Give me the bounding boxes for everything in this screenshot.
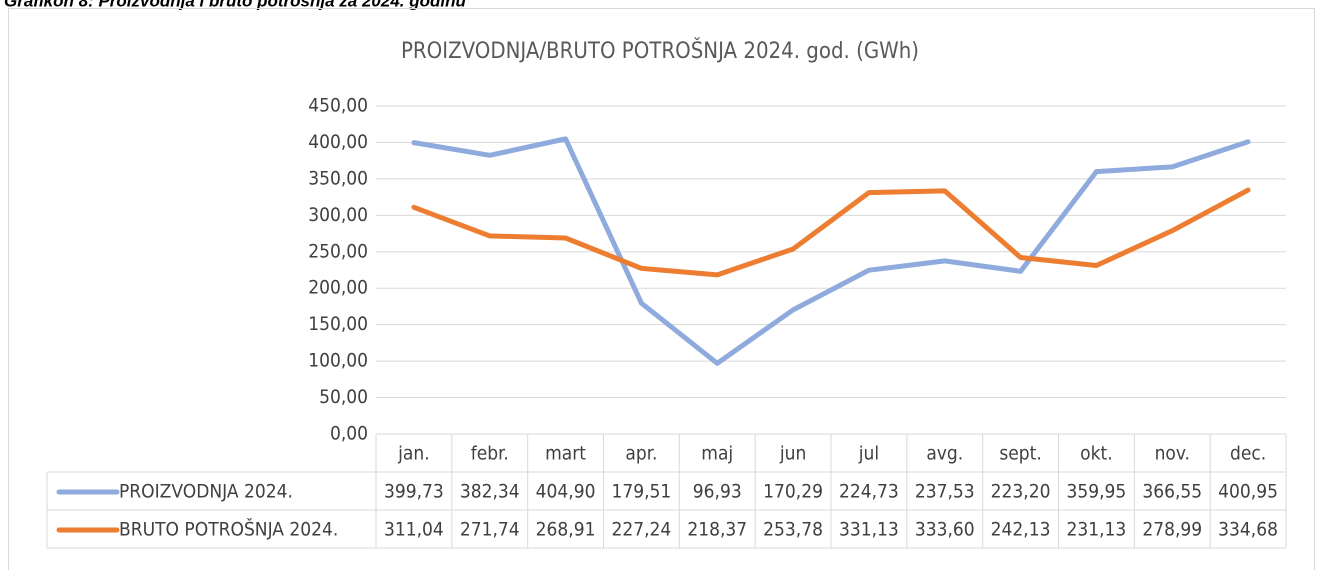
y-tick-label: 250,00 bbox=[308, 240, 368, 262]
series-line bbox=[411, 187, 1251, 278]
table-value: 382,34 bbox=[460, 481, 520, 503]
legend-label: BRUTO POTROŠNJA 2024. bbox=[119, 517, 338, 541]
table-value: 268,91 bbox=[536, 519, 596, 541]
table-value: 170,29 bbox=[763, 481, 823, 503]
table-value: 227,24 bbox=[612, 519, 672, 541]
x-tick-label: mart bbox=[545, 443, 586, 465]
chart-border bbox=[8, 8, 1315, 570]
x-tick-label: jul bbox=[858, 443, 879, 465]
x-tick-label: avg. bbox=[926, 443, 963, 465]
y-tick-label: 200,00 bbox=[308, 277, 368, 299]
chart-title: PROIZVODNJA/BRUTO POTROŠNJA 2024. god. (… bbox=[401, 38, 919, 64]
table-value: 253,78 bbox=[763, 519, 823, 541]
table-value: 404,90 bbox=[536, 481, 596, 503]
x-tick-label: apr. bbox=[625, 443, 657, 465]
table-value: 366,55 bbox=[1142, 481, 1202, 503]
table-value: 333,60 bbox=[915, 519, 975, 541]
y-tick-label: 450,00 bbox=[308, 95, 368, 117]
y-tick-label: 300,00 bbox=[308, 204, 368, 226]
table-value: 331,13 bbox=[839, 519, 899, 541]
x-tick-label: dec. bbox=[1230, 443, 1266, 465]
y-tick-label: 50,00 bbox=[319, 386, 368, 408]
table-value: 271,74 bbox=[460, 519, 520, 541]
series-line bbox=[411, 136, 1251, 366]
caption: Grafikon 8: Proizvodnja i bruto potrošnj… bbox=[4, 0, 467, 10]
y-tick-label: 0,00 bbox=[330, 423, 368, 445]
table-value: 96,93 bbox=[693, 481, 742, 503]
table-value: 359,95 bbox=[1067, 481, 1127, 503]
y-tick-label: 400,00 bbox=[308, 131, 368, 153]
x-tick-label: maj bbox=[701, 443, 733, 465]
table-value: 242,13 bbox=[991, 519, 1051, 541]
x-tick-label: jun bbox=[779, 443, 806, 465]
table-value: 278,99 bbox=[1142, 519, 1202, 541]
table-value: 224,73 bbox=[839, 481, 899, 503]
x-tick-label: sept. bbox=[999, 443, 1041, 465]
x-tick-label: okt. bbox=[1080, 443, 1112, 465]
table-value: 179,51 bbox=[612, 481, 672, 503]
x-tick-label: jan. bbox=[397, 443, 430, 465]
table-value: 231,13 bbox=[1067, 519, 1127, 541]
table-value: 223,20 bbox=[991, 481, 1051, 503]
y-tick-label: 150,00 bbox=[308, 313, 368, 335]
table-value: 237,53 bbox=[915, 481, 975, 503]
table-value: 400,95 bbox=[1218, 481, 1278, 503]
table-value: 311,04 bbox=[384, 519, 444, 541]
x-tick-label: febr. bbox=[471, 443, 509, 465]
y-tick-label: 100,00 bbox=[308, 350, 368, 372]
table-value: 399,73 bbox=[384, 481, 444, 503]
x-tick-label: nov. bbox=[1155, 443, 1190, 465]
legend-label: PROIZVODNJA 2024. bbox=[119, 481, 293, 503]
y-tick-label: 350,00 bbox=[308, 167, 368, 189]
table-value: 334,68 bbox=[1218, 519, 1278, 541]
table-value: 218,37 bbox=[687, 519, 747, 541]
